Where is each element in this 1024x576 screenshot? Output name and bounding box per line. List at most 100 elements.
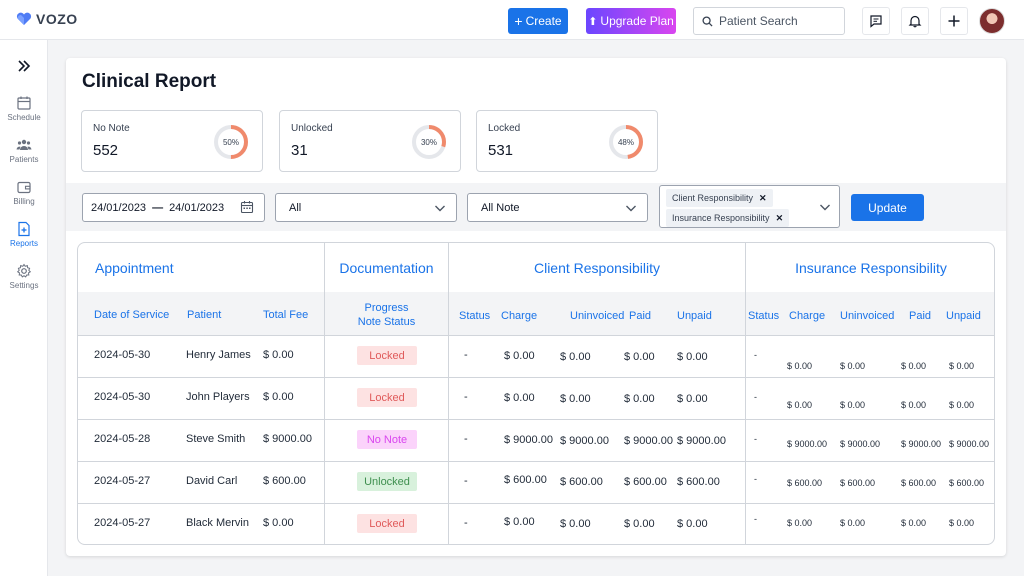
table-row[interactable]: 2024-05-28 Steve Smith $ 9000.00 No Note… [78,419,994,461]
date-from: 24/01/2023 [91,201,147,214]
cell-patient[interactable]: Black Mervin [186,517,249,529]
column-divider [745,243,746,544]
cell-client-charge: $ 0.00 [504,392,535,404]
cell-patient[interactable]: John Players [186,391,250,403]
stat-card-unlocked: Unlocked 31 30% [279,110,461,172]
notifications-button[interactable] [901,7,929,35]
table-row[interactable]: 2024-05-27 David Carl $ 600.00 Unlocked … [78,461,994,503]
cell-insurance-charge: $ 0.00 [787,361,813,371]
stat-label: No Note [93,123,130,134]
clinical-report-card: Clinical Report No Note 552 50% Unlocked… [66,58,1006,556]
cell-client-charge: $ 600.00 [504,474,547,486]
calendar-icon [240,201,254,214]
cell-insurance-unpaid: $ 0.00 [949,400,975,410]
gear-icon [16,263,32,278]
cell-client-status: - [464,475,468,487]
cell-insurance-uninvoiced: $ 600.00 [840,478,876,488]
column-header-client-status[interactable]: Status [459,310,491,322]
patient-search-input[interactable] [719,14,839,28]
sidebar-item-schedule[interactable]: Schedule [0,95,48,122]
chevron-down-icon[interactable] [819,202,831,212]
column-header-client-unpaid[interactable]: Unpaid [677,310,712,322]
chevron-down-icon [435,205,445,212]
cell-client-uninvoiced: $ 600.00 [560,476,603,488]
column-header-insurance-unpaid[interactable]: Unpaid [946,310,981,322]
column-header-client-paid[interactable]: Paid [629,310,652,322]
user-avatar[interactable] [979,8,1005,34]
cell-client-charge: $ 0.00 [504,516,535,528]
sidebar-item-label: Billing [13,197,35,206]
responsibility-multiselect[interactable]: Client Responsibility ✕ Insurance Respon… [659,185,840,228]
remove-chip-icon[interactable]: ✕ [759,192,767,203]
stat-value: 531 [488,142,514,159]
cell-insurance-unpaid: $ 0.00 [949,361,975,371]
date-to: 24/01/2023 [169,201,225,214]
messages-button[interactable] [862,7,890,35]
table-row[interactable]: 2024-05-30 Henry James $ 0.00 Locked - $… [78,335,994,377]
column-header-progress-note-status[interactable]: Progress Note Status [325,301,448,329]
filter-select-note[interactable]: All Note [467,193,648,222]
cell-insurance-unpaid: $ 9000.00 [949,439,990,449]
upgrade-plan-button[interactable]: ⬆ Upgrade Plan [586,8,676,34]
cell-patient[interactable]: David Carl [186,475,238,487]
cell-insurance-status: - [754,474,757,484]
cell-insurance-paid: $ 0.00 [901,361,927,371]
header-line: Progress [364,302,409,314]
cell-client-uninvoiced: $ 0.00 [560,393,591,405]
column-header-insurance-charge[interactable]: Charge [789,310,826,322]
stat-card-no-note: No Note 552 50% [81,110,263,172]
column-header-patient[interactable]: Patient [187,309,222,321]
filter-bar: 24/01/2023 — 24/01/2023 All All Note [66,183,1006,231]
table-row[interactable]: 2024-05-27 Black Mervin $ 0.00 Locked - … [78,503,994,544]
select-value: All Note [481,201,520,214]
column-header-insurance-status[interactable]: Status [748,310,780,322]
column-header-fee[interactable]: Total Fee [263,309,309,321]
cell-date: 2024-05-30 [94,391,151,403]
cell-insurance-status: - [754,434,757,444]
double-chevron-right-icon[interactable] [16,58,32,74]
column-header-insurance-paid[interactable]: Paid [909,310,932,322]
status-badge: Locked [357,514,417,533]
page-title: Clinical Report [82,71,217,92]
date-range-picker[interactable]: 24/01/2023 — 24/01/2023 [82,193,265,222]
sidebar-item-patients[interactable]: Patients [0,137,48,164]
cell-insurance-paid: $ 0.00 [901,400,927,410]
table-row[interactable]: 2024-05-30 John Players $ 0.00 Locked - … [78,377,994,419]
sidebar-item-billing[interactable]: Billing [0,179,48,206]
add-button[interactable] [940,7,968,35]
vozo-logo[interactable]: VOZO [16,11,78,27]
cell-date: 2024-05-28 [94,433,151,445]
brand-name: VOZO [36,11,78,27]
progress-ring [410,123,448,161]
stat-value: 31 [291,142,308,159]
stat-card-locked: Locked 531 48% [476,110,658,172]
chat-icon [870,15,882,28]
cell-client-paid: $ 600.00 [624,476,667,488]
cell-patient[interactable]: Henry James [186,349,251,361]
stat-percent: 50% [222,137,239,147]
cell-insurance-charge: $ 0.00 [787,400,813,410]
table-subheader-row [78,292,994,335]
cell-insurance-uninvoiced: $ 0.00 [840,400,866,410]
cell-date: 2024-05-27 [94,475,151,487]
cell-client-paid: $ 0.00 [624,518,655,530]
filter-select-all[interactable]: All [275,193,457,222]
create-button[interactable]: + Create [508,8,568,34]
stat-percent: 48% [617,137,634,147]
cell-insurance-status: - [754,514,757,524]
sidebar-item-reports[interactable]: Reports [0,221,48,248]
cell-patient[interactable]: Steve Smith [186,433,246,445]
column-header-client-charge[interactable]: Charge [501,310,538,322]
status-badge: Unlocked [357,472,417,491]
stat-label: Unlocked [291,123,333,134]
update-button[interactable]: Update [851,194,924,221]
remove-chip-icon[interactable]: ✕ [775,212,784,223]
cell-fee: $ 0.00 [263,517,294,529]
sidebar-item-settings[interactable]: Settings [0,263,48,290]
column-header-insurance-uninvoiced[interactable]: Uninvoiced [840,310,895,322]
cell-client-uninvoiced: $ 0.00 [560,351,591,363]
column-divider [324,243,325,544]
column-header-date[interactable]: Date of Service [94,309,170,321]
column-header-client-uninvoiced[interactable]: Uninvoiced [570,310,625,322]
cell-client-charge: $ 0.00 [504,350,535,362]
